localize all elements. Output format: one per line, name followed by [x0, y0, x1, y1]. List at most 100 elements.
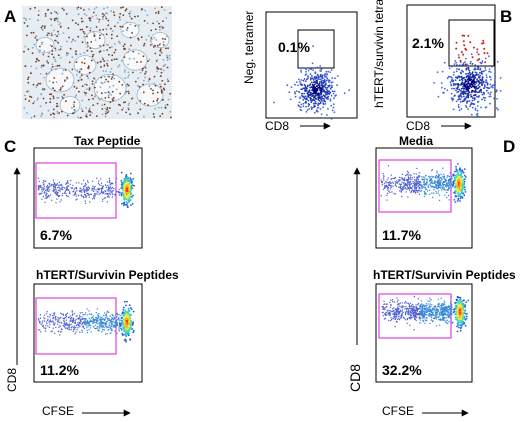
- stain-dot: [83, 32, 86, 35]
- event-dot: [55, 315, 57, 317]
- event-dot: [313, 89, 316, 92]
- stain-dot: [105, 12, 107, 15]
- event-dot: [417, 298, 419, 300]
- stain-dot: [90, 41, 93, 43]
- event-dot: [47, 318, 49, 320]
- gate-percent: 11.7%: [382, 227, 421, 243]
- event-dot: [382, 315, 384, 317]
- event-dot: [384, 314, 386, 316]
- event-dot: [443, 186, 445, 189]
- event-dot: [92, 320, 95, 323]
- stain-dot: [167, 80, 170, 82]
- stain-dot: [86, 75, 89, 78]
- event-dot: [47, 188, 49, 191]
- event-dot: [298, 101, 301, 104]
- event-dot: [96, 317, 99, 320]
- stain-dot: [56, 12, 59, 15]
- event-dot: [52, 184, 54, 186]
- event-dot: [445, 180, 447, 182]
- event-dot: [464, 84, 467, 86]
- event-dot: [382, 308, 384, 311]
- stain-dot: [95, 81, 97, 84]
- event-dot: [317, 77, 320, 79]
- event-dot: [67, 323, 69, 325]
- event-dot: [309, 77, 312, 79]
- event-dot: [458, 179, 461, 182]
- event-dot: [461, 320, 464, 323]
- event-dot: [128, 182, 131, 185]
- event-dot: [304, 95, 307, 98]
- event-dot: [388, 319, 390, 322]
- event-dot: [389, 185, 391, 187]
- event-dot: [446, 196, 448, 199]
- stain-dot: [95, 6, 98, 9]
- event-dot: [414, 315, 416, 317]
- stain-dot: [140, 36, 143, 39]
- stain-dot: [101, 57, 104, 59]
- event-dot: [93, 193, 96, 195]
- event-dot: [86, 192, 89, 195]
- event-dot: [455, 76, 457, 79]
- event-dot: [433, 305, 435, 308]
- event-dot: [450, 295, 453, 297]
- event-dot: [67, 182, 69, 184]
- event-dot: [383, 179, 385, 181]
- event-dot: [97, 319, 99, 322]
- event-dot: [408, 304, 411, 306]
- event-dot: [389, 191, 391, 194]
- event-dot: [331, 109, 334, 112]
- event-dot: [62, 192, 64, 195]
- event-dot: [317, 96, 320, 98]
- event-dot: [59, 185, 61, 187]
- event-dot: [116, 324, 119, 327]
- event-dot: [431, 309, 433, 311]
- event-dot: [111, 317, 113, 319]
- event-dot: [472, 74, 475, 77]
- event-dot: [429, 184, 432, 186]
- event-dot: [454, 170, 456, 173]
- stain-dot: [156, 66, 159, 69]
- event-dot: [398, 318, 401, 321]
- event-dot: [124, 318, 127, 321]
- event-dot: [108, 311, 110, 313]
- event-dot: [411, 307, 413, 310]
- event-dot: [453, 191, 455, 194]
- event-dot: [89, 319, 92, 321]
- stain-dot: [92, 97, 94, 100]
- event-dot: [482, 42, 485, 44]
- event-dot: [104, 322, 106, 325]
- event-dot: [444, 194, 446, 196]
- stain-dot: [40, 93, 42, 96]
- event-dot: [120, 179, 123, 182]
- event-dot: [437, 192, 439, 194]
- event-dot: [415, 312, 417, 314]
- event-dot: [458, 299, 461, 301]
- stain-dot: [130, 17, 133, 20]
- event-dot: [72, 321, 74, 324]
- stain-dot: [51, 50, 54, 52]
- event-dot: [483, 52, 486, 54]
- event-dot: [494, 79, 496, 82]
- stain-dot: [102, 18, 104, 20]
- stain-dot: [102, 16, 104, 18]
- event-dot: [418, 307, 421, 310]
- event-dot: [81, 183, 83, 185]
- event-dot: [429, 322, 431, 325]
- event-dot: [480, 106, 482, 109]
- stain-dot: [49, 98, 52, 100]
- event-dot: [455, 298, 458, 301]
- stain-dot: [128, 57, 131, 60]
- event-dot: [413, 183, 416, 186]
- stain-dot: [148, 58, 151, 61]
- stain-dot: [57, 54, 60, 57]
- event-dot: [431, 169, 434, 171]
- event-dot: [455, 70, 458, 73]
- event-dot: [443, 317, 445, 319]
- event-dot: [389, 310, 392, 312]
- event-dot: [428, 313, 430, 315]
- x-axis-label: CD8: [406, 119, 430, 133]
- stain-dot: [52, 112, 54, 115]
- stain-dot: [53, 10, 56, 13]
- event-dot: [459, 84, 462, 86]
- event-dot: [454, 201, 457, 204]
